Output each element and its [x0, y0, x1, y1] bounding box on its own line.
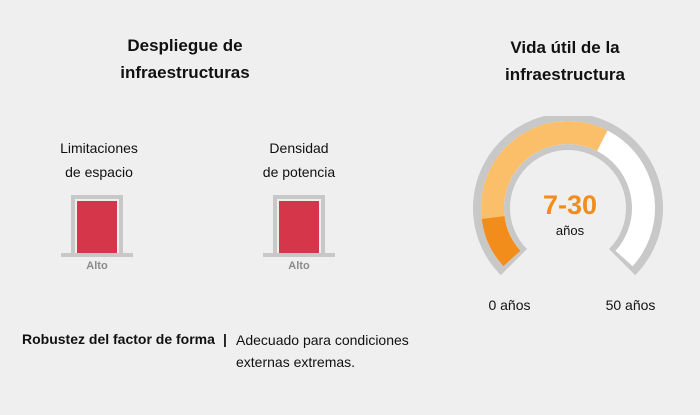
form-factor-description: Adecuado para condiciones externas extre…	[236, 329, 441, 373]
gauge-segment-dark	[481, 216, 521, 267]
lifespan-unit: años	[555, 223, 585, 238]
lifespan-title-line2: infraestructura	[505, 65, 625, 84]
meter-base	[61, 253, 133, 257]
power-density-line1: Densidad	[269, 140, 329, 156]
lifespan-title-line1: Vida útil de la	[510, 38, 620, 57]
lifespan-gauge	[473, 116, 663, 276]
gauge-max-label: 50 años	[605, 297, 656, 313]
form-factor-text-line2: externas extremas.	[236, 354, 356, 370]
form-factor-label: Robustez del factor de forma	[22, 331, 215, 347]
power-density-line2: de potencia	[262, 164, 336, 180]
gauge-segment-light	[481, 120, 608, 219]
space-limitations-level: Alto	[86, 260, 108, 272]
space-limitations-line2: de espacio	[65, 164, 133, 180]
deployment-title-line2: infraestructuras	[120, 63, 250, 82]
space-limitations-line1: Limitaciones	[60, 140, 138, 156]
form-factor-row: Robustez del factor de forma | Adecuado …	[22, 330, 442, 376]
lifespan-title: Vida útil de la infraestructura	[470, 34, 660, 88]
lifespan-value: 7-30	[542, 190, 598, 220]
meter-fill-high	[279, 201, 319, 253]
meter-fill-high	[77, 201, 117, 253]
power-density-level: Alto	[288, 260, 310, 272]
deployment-title-line1: Despliegue de	[127, 36, 243, 55]
meter-outline	[71, 195, 123, 255]
power-density-label: Densidad de potencia	[240, 136, 358, 184]
deployment-title: Despliegue de infraestructuras	[95, 32, 275, 86]
gauge-min-label: 0 años	[488, 297, 531, 313]
form-factor-text-line1: Adecuado para condiciones	[236, 332, 409, 348]
form-factor-separator: |	[223, 331, 227, 347]
space-limitations-label: Limitaciones de espacio	[40, 136, 158, 184]
meter-outline	[273, 195, 325, 255]
meter-base	[263, 253, 335, 257]
